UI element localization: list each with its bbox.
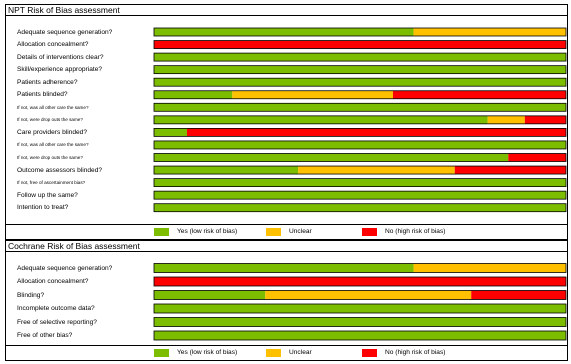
npt-bar-segment-high	[508, 153, 566, 162]
cochrane-row-label: Incomplete outcome data?	[17, 305, 95, 312]
cochrane-panel: Cochrane Risk of Bias assessment Adequat…	[5, 240, 568, 361]
cochrane-bar-segment-low	[154, 290, 266, 300]
npt-bar-outline	[153, 52, 567, 62]
npt-bar-outline	[153, 40, 567, 49]
npt-row-label: Follow up the same?	[17, 191, 78, 199]
npt-bar-outline	[153, 140, 567, 150]
npt-bar-outline	[153, 90, 567, 100]
npt-bar-segment-low	[154, 78, 566, 87]
legend-label-high: No (high risk of bias)	[385, 349, 446, 356]
npt-bar-segment-high	[186, 128, 566, 137]
cochrane-bar-segment-unclear	[413, 263, 566, 273]
npt-row-label: If not, was all other care the same?	[17, 142, 89, 148]
npt-bar-segment-low	[154, 65, 566, 74]
npt-bar-segment-low	[154, 203, 566, 212]
npt-bar-segment-low	[154, 53, 566, 62]
legend-label-low: Yes (low risk of bias)	[177, 349, 238, 356]
cochrane-row-label: Allocation concealment?	[17, 278, 89, 285]
cochrane-bar-segment-unclear	[265, 290, 472, 300]
npt-row-label: Allocation concealment?	[17, 41, 89, 49]
cochrane-bar-outline	[153, 276, 567, 287]
npt-panel: NPT Risk of Bias assessment Adequate seq…	[5, 4, 568, 240]
cochrane-title-divider	[6, 251, 567, 252]
npt-bar-segment-high	[392, 90, 566, 99]
npt-bar-segment-low	[154, 103, 566, 112]
npt-row-label: If not, were drop outs the same?	[17, 117, 83, 123]
npt-row-label: Skill/experience appropriate?	[17, 66, 103, 74]
npt-row-label: Adequate sequence generation?	[17, 28, 113, 36]
npt-bar-outline	[153, 115, 567, 125]
cochrane-bar-outline	[153, 303, 567, 314]
npt-bar-segment-low	[154, 115, 488, 124]
npt-title-divider	[6, 15, 567, 16]
legend-label-high: No (high risk of bias)	[385, 228, 446, 235]
npt-bar-outline	[153, 153, 567, 162]
npt-row-label: Patients blinded?	[17, 91, 68, 99]
npt-bar-outline	[153, 77, 567, 87]
npt-bar-segment-low	[154, 153, 509, 162]
legend-swatch-unclear	[266, 349, 281, 357]
legend-swatch-low	[154, 228, 169, 236]
legend-swatch-low	[154, 349, 169, 357]
npt-row-label: Patients adherence?	[17, 78, 78, 86]
npt-bar-outline	[153, 128, 567, 137]
cochrane-row-label: Blinding?	[17, 291, 45, 299]
cochrane-row-label: Adequate sequence generation?	[17, 264, 113, 272]
npt-bar-segment-unclear	[487, 115, 525, 124]
cochrane-bar-outline	[153, 290, 567, 300]
npt-bar-segment-unclear	[232, 90, 393, 99]
npt-bar-outline	[153, 178, 567, 188]
npt-legend: Yes (low risk of bias) Unclear No (high …	[6, 227, 567, 237]
legend-label-low: Yes (low risk of bias)	[177, 228, 238, 235]
npt-bar-segment-unclear	[298, 166, 455, 175]
npt-row-label: If not, free of ascertainment bias?	[17, 180, 86, 186]
cochrane-bar-segment-low	[154, 304, 566, 313]
cochrane-bar-segment-low	[154, 263, 414, 273]
npt-legend-divider	[6, 224, 567, 225]
cochrane-title: Cochrane Risk of Bias assessment	[8, 241, 140, 251]
cochrane-bar-outline	[153, 263, 567, 273]
npt-row-label: Care providers blinded?	[17, 128, 88, 136]
legend-swatch-high	[362, 349, 377, 357]
legend-swatch-high	[362, 228, 377, 236]
cochrane-legend: Yes (low risk of bias) Unclear No (high …	[6, 348, 567, 358]
npt-bar-segment-low	[154, 166, 299, 175]
cochrane-bar-segment-high	[154, 277, 566, 286]
npt-bar-segment-low	[154, 28, 414, 36]
cochrane-bar-segment-high	[471, 290, 566, 300]
npt-row-label: Details of interventions clear?	[17, 53, 104, 61]
cochrane-bar-outline	[153, 317, 567, 327]
npt-row-label: Intention to treat?	[17, 204, 69, 212]
npt-bar-segment-unclear	[413, 28, 566, 36]
npt-bar-outline	[153, 27, 567, 37]
npt-bar-outline	[153, 102, 567, 112]
npt-bar-outline	[153, 203, 567, 213]
npt-bar-segment-high	[454, 166, 566, 175]
npt-row-label: If not, were drop outs the same?	[17, 155, 83, 160]
npt-bar-segment-high	[524, 115, 566, 124]
legend-label-unclear: Unclear	[289, 228, 312, 235]
npt-row-label: If not, was all other care the same?	[17, 104, 89, 110]
legend-label-unclear: Unclear	[289, 349, 312, 356]
npt-bar-segment-low	[154, 191, 566, 200]
npt-title: NPT Risk of Bias assessment	[8, 5, 120, 15]
npt-bar-segment-low	[154, 90, 233, 99]
cochrane-row-label: Free of selective reporting?	[17, 318, 97, 326]
npt-bar-outline	[153, 190, 567, 200]
npt-bar-segment-low	[154, 140, 566, 149]
npt-bar-segment-low	[154, 128, 187, 137]
cochrane-legend-divider	[6, 345, 567, 346]
npt-bar-outline	[153, 65, 567, 75]
legend-swatch-unclear	[266, 228, 281, 236]
cochrane-bar-segment-low	[154, 331, 566, 340]
npt-row-label: Outcome assessors blinded?	[17, 166, 103, 174]
cochrane-bar-outline	[153, 330, 567, 341]
npt-bar-segment-low	[154, 178, 566, 187]
cochrane-bar-segment-low	[154, 317, 566, 327]
cochrane-row-label: Free of other bias?	[17, 332, 73, 339]
npt-bar-segment-high	[154, 40, 566, 49]
npt-bar-outline	[153, 165, 567, 175]
cochrane-bars	[153, 263, 567, 341]
npt-bars	[153, 27, 567, 213]
